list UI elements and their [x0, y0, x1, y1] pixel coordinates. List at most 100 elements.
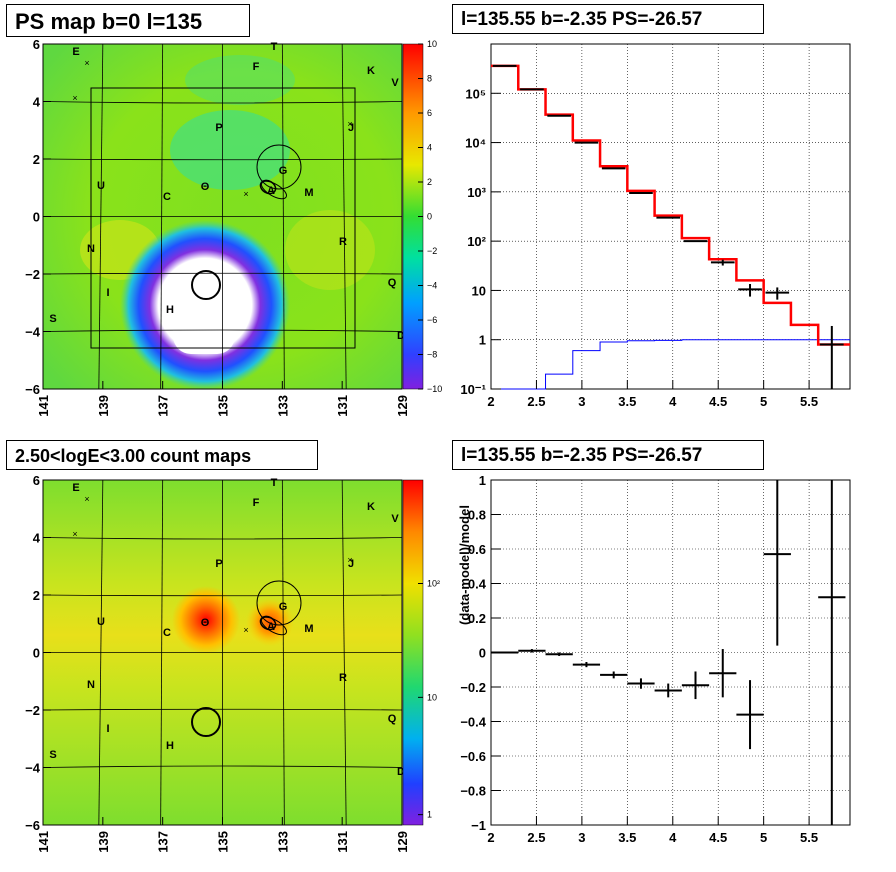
- source-label: E: [72, 482, 79, 494]
- y-tick-label: 0.8: [468, 508, 486, 523]
- source-label: F: [253, 497, 260, 509]
- source-label: S: [49, 749, 56, 761]
- y-tick-label: −1: [471, 818, 486, 833]
- colorbar-tick-label: −4: [427, 281, 437, 291]
- residual-axes: 2 2.5 3 3.5 4 4.5 5 5.5 1 0.8 0.6 0.4 0.2 0 −0.2 −0.4 −0…: [460, 473, 818, 845]
- ps-map-masked-region: [165, 272, 243, 334]
- source-label: G: [279, 165, 288, 177]
- x-tick-label: 129: [395, 395, 410, 417]
- x-tick-label: 4.5: [709, 830, 727, 845]
- spectrum-plot: [491, 64, 850, 390]
- y-tick-label: 0: [33, 646, 40, 661]
- ps-map-title: PS map b=0 l=135: [6, 4, 250, 37]
- colorbar-tick-label: 10²: [427, 579, 440, 589]
- ps-map-panel: E TF K V P J G U C A M N R I Q S H D Θ × × × × 141 139 137 135 133…: [25, 37, 442, 417]
- y-tick-label: 10³: [467, 185, 486, 200]
- source-label: A: [267, 185, 275, 197]
- source-label: D: [397, 330, 405, 342]
- colorbar-tick-label: 0: [427, 212, 432, 222]
- x-tick-label: 5.5: [800, 830, 818, 845]
- spectrum-grid: [490, 44, 850, 390]
- x-tick-label: 139: [96, 395, 111, 417]
- source-label: Θ: [201, 181, 210, 193]
- x-tick-label: 2.5: [527, 394, 545, 409]
- source-label: P: [215, 122, 222, 134]
- colorbar-tick-label: 6: [427, 108, 432, 118]
- source-label: F: [253, 61, 260, 73]
- x-tick-label: 137: [156, 395, 171, 417]
- x-tick-label: 3: [578, 830, 585, 845]
- count-map-source-circle: [191, 707, 221, 737]
- source-label: T: [271, 477, 278, 489]
- source-label: Θ: [201, 617, 210, 629]
- source-marker: ×: [84, 58, 89, 68]
- y-tick-label: 10⁴: [465, 136, 486, 151]
- source-marker: ×: [72, 529, 77, 539]
- source-label: M: [304, 623, 313, 635]
- colorbar-tick-label: −6: [427, 315, 437, 325]
- y-tick-label: 6: [33, 37, 40, 52]
- residual-grid: [490, 479, 850, 826]
- ps-map-roi-box: [90, 87, 356, 349]
- count-map-colorbar-frame: [402, 479, 424, 826]
- x-tick-label: 133: [275, 831, 290, 853]
- y-tick-label: 1: [479, 473, 486, 488]
- y-tick-label: 4: [33, 95, 41, 110]
- y-tick-label: −0.4: [460, 715, 486, 730]
- source-label: J: [348, 122, 354, 134]
- y-tick-label: −4: [25, 325, 41, 340]
- y-tick-label: 0: [33, 210, 40, 225]
- x-tick-label: 5: [760, 394, 767, 409]
- residual-title: l=135.55 b=-2.35 PS=-26.57: [452, 440, 764, 470]
- x-tick-label: 131: [335, 831, 350, 853]
- count-map-title: 2.50<logE<3.00 count maps: [6, 440, 318, 470]
- y-tick-label: 6: [33, 473, 40, 488]
- spectrum-axes: 2 2.5 3 3.5 4 4.5 5 5.5 10⁻¹ 1 10 10² 10³ 10⁴ 10⁵: [460, 86, 818, 409]
- colorbar-tick-label: −2: [427, 246, 437, 256]
- y-tick-label: 10⁵: [465, 86, 486, 101]
- count-map-contour: [261, 616, 287, 636]
- colorbar-tick-label: 10: [427, 39, 437, 49]
- source-label: Q: [388, 277, 397, 289]
- colorbar-tick-label: −8: [427, 350, 437, 360]
- count-map-hotspot: [172, 586, 240, 654]
- ps-map-yellow-patch: [285, 210, 375, 290]
- source-label: E: [72, 46, 79, 58]
- x-tick-label: 139: [96, 831, 111, 853]
- x-tick-label: 141: [36, 831, 51, 853]
- y-tick-label: −4: [25, 761, 41, 776]
- ps-map-source-labels: E TF K V P J G U C A M N R I Q S H D Θ × × × ×: [49, 41, 405, 342]
- ps-map-source-circle: [191, 270, 221, 300]
- source-label: K: [367, 65, 375, 77]
- grid-line: [42, 594, 403, 597]
- residual-frame: [490, 479, 851, 826]
- y-tick-label: 4: [33, 531, 41, 546]
- count-map-source-labels: E TF K V P J G U C A M N R I Q S H D Θ × × × ×: [49, 477, 405, 778]
- x-tick-label: 133: [275, 395, 290, 417]
- source-label: I: [106, 723, 109, 735]
- count-map-grid: [42, 479, 403, 826]
- y-tick-label: 0.2: [468, 611, 486, 626]
- source-label: K: [367, 501, 375, 513]
- grid-line: [42, 537, 403, 540]
- y-tick-label: −0.6: [460, 749, 486, 764]
- background-model-line: [491, 339, 850, 390]
- x-tick-label: 2.5: [527, 830, 545, 845]
- source-label: V: [391, 77, 399, 89]
- y-tick-label: −2: [25, 703, 40, 718]
- source-label: C: [163, 191, 171, 203]
- x-tick-label: 5: [760, 830, 767, 845]
- source-label: J: [348, 558, 354, 570]
- source-label: S: [49, 313, 56, 325]
- x-tick-label: 4: [669, 830, 677, 845]
- source-label: U: [97, 180, 105, 192]
- source-label: A: [267, 621, 275, 633]
- x-tick-label: 2: [487, 830, 494, 845]
- count-map-panel: E TF K V P J G U C A M N R I Q S H D Θ × × × × 141 139 137 135 133…: [25, 473, 440, 853]
- ps-map-cyan-patch: [185, 55, 295, 105]
- source-label: V: [391, 513, 399, 525]
- count-map-colorbar: [403, 480, 423, 825]
- source-label: G: [279, 601, 288, 613]
- source-label: R: [339, 236, 347, 248]
- ps-map-axes: 141 139 137 135 133 131 129 6 4 2 0 −2 −4 −6 10 8 6 4 2 0 −2…: [25, 37, 442, 417]
